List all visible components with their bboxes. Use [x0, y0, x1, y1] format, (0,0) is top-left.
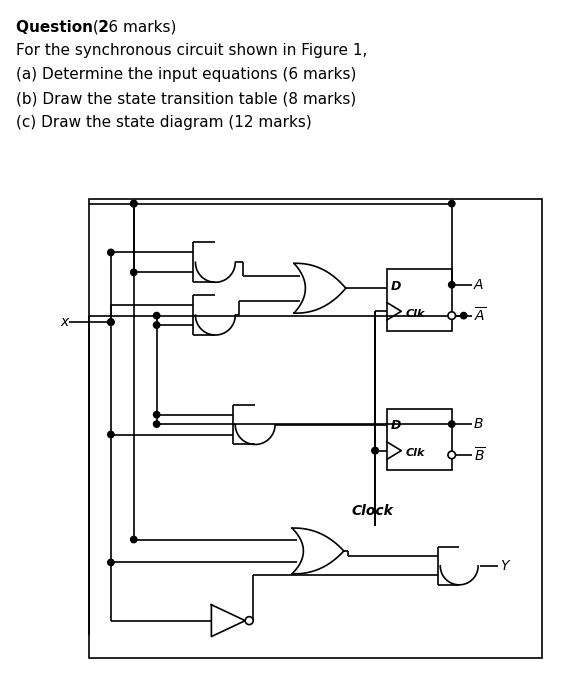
- Text: (a) Determine the input equations (6 marks): (a) Determine the input equations (6 mar…: [16, 68, 357, 82]
- Text: Clk: Clk: [405, 448, 425, 458]
- Text: (b) Draw the state transition table (8 marks): (b) Draw the state transition table (8 m…: [16, 91, 357, 106]
- Text: (c) Draw the state diagram (12 marks): (c) Draw the state diagram (12 marks): [16, 115, 312, 130]
- Circle shape: [372, 448, 378, 454]
- Text: For the synchronous circuit shown in Figure 1,: For the synchronous circuit shown in Fig…: [16, 43, 368, 59]
- Bar: [89, 198, 542, 659]
- Text: Clk: Clk: [405, 308, 425, 319]
- Circle shape: [154, 421, 160, 427]
- Circle shape: [107, 431, 114, 437]
- Circle shape: [449, 281, 455, 288]
- Text: B: B: [474, 417, 483, 431]
- Circle shape: [131, 269, 137, 275]
- Text: Question 2: Question 2: [16, 20, 109, 34]
- Circle shape: [107, 249, 114, 256]
- Circle shape: [449, 200, 455, 207]
- Circle shape: [372, 448, 378, 454]
- Circle shape: [131, 200, 137, 207]
- Text: $\overline{A}$: $\overline{A}$: [474, 306, 486, 325]
- Circle shape: [107, 560, 114, 566]
- Text: x: x: [61, 315, 69, 329]
- Text: (26 marks): (26 marks): [88, 20, 176, 34]
- Circle shape: [107, 319, 114, 325]
- Text: D: D: [391, 280, 401, 293]
- Circle shape: [449, 421, 455, 427]
- Text: D: D: [391, 419, 401, 433]
- Bar: [387, 269, 452, 331]
- Circle shape: [154, 322, 160, 328]
- Circle shape: [461, 313, 467, 319]
- Text: Y: Y: [500, 559, 509, 573]
- Text: $\overline{B}$: $\overline{B}$: [474, 446, 485, 464]
- Circle shape: [107, 319, 114, 325]
- Circle shape: [154, 412, 160, 418]
- Circle shape: [154, 313, 160, 319]
- Circle shape: [245, 617, 253, 624]
- Bar: [387, 408, 452, 470]
- Text: Clock: Clock: [352, 504, 394, 518]
- Circle shape: [131, 537, 137, 543]
- Circle shape: [448, 312, 456, 319]
- Text: A: A: [474, 277, 483, 292]
- Circle shape: [448, 451, 456, 459]
- Circle shape: [131, 200, 137, 207]
